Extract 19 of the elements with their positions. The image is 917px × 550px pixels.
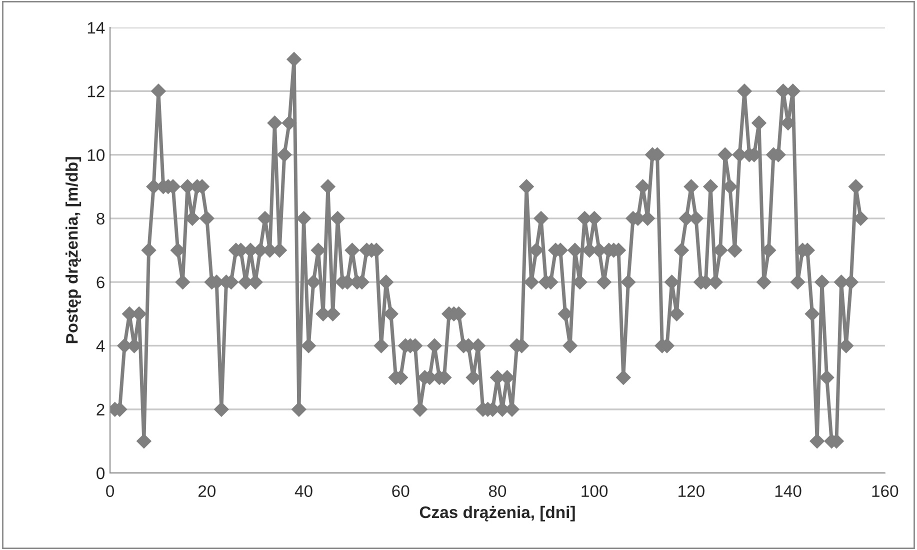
x-axis-title: Czas drążenia, [dni] xyxy=(420,506,575,522)
x-tick-label: 20 xyxy=(198,485,216,498)
x-tick-label: 160 xyxy=(872,485,898,498)
y-axis-title: Postęp drążenia, [m/db] xyxy=(66,157,82,344)
x-tick-label: 120 xyxy=(678,485,704,498)
x-tick-label: 140 xyxy=(775,485,802,498)
x-tick-label: 80 xyxy=(488,485,506,498)
y-tick-label: 0 xyxy=(96,467,105,480)
y-tick-label: 4 xyxy=(96,340,105,352)
x-tick-label: 100 xyxy=(582,485,608,498)
y-tick-label: 2 xyxy=(96,404,104,416)
y-tick-label: 14 xyxy=(88,22,105,34)
y-tick-label: 10 xyxy=(88,149,105,161)
y-tick-label: 6 xyxy=(96,276,104,288)
y-tick-label: 8 xyxy=(96,212,104,225)
y-tick-label: 12 xyxy=(88,86,104,98)
x-tick-label: 0 xyxy=(106,485,114,498)
x-tick-label: 60 xyxy=(392,485,410,498)
x-tick-label: 40 xyxy=(294,485,312,498)
